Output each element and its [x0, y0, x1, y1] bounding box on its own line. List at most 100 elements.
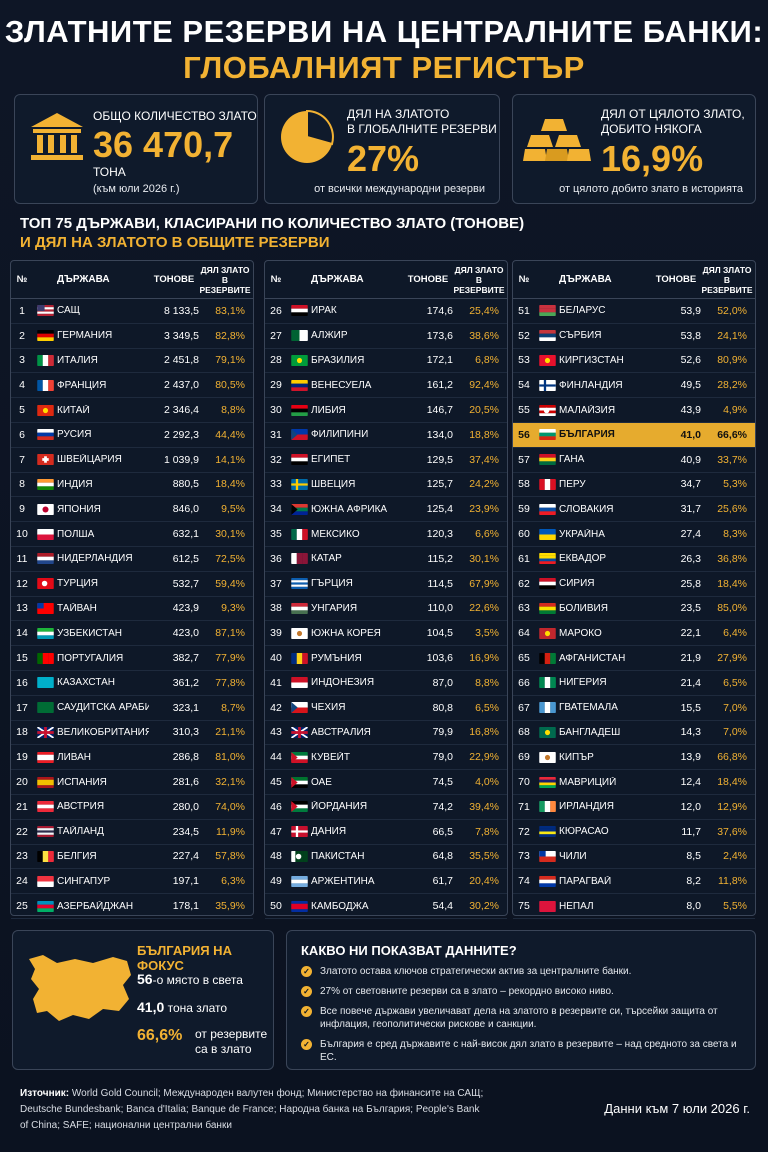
flag-icon	[535, 578, 559, 590]
country-cell: БЪЛГАРИЯ	[559, 429, 615, 441]
country-cell: ЛИВАН	[57, 751, 91, 763]
table-row: 28 БРАЗИЛИЯ 172,1 6,8%	[265, 349, 507, 374]
page-title: ЗЛАТНИТЕ РЕЗЕРВИ НА ЦЕНТРАЛНИТЕ БАНКИ: Г…	[0, 14, 768, 86]
pct-cell: 67,9%	[469, 577, 499, 590]
title-line-1: ЗЛАТНИТЕ РЕЗЕРВИ НА ЦЕНТРАЛНИТЕ БАНКИ:	[4, 14, 764, 49]
flag-icon	[287, 627, 311, 639]
tons-cell: 41,0	[680, 428, 701, 441]
flag-icon	[33, 900, 57, 912]
reserves-label-1: ДЯЛ НА ЗЛАТОТО	[347, 107, 450, 121]
flag-icon	[287, 677, 311, 689]
focus-title: БЪЛГАРИЯ НА ФОКУС	[137, 943, 232, 973]
rank-cell: 13	[16, 602, 28, 615]
flag-icon	[287, 776, 311, 788]
insights-title: КАКВО НИ ПОКАЗВАТ ДАННИТЕ?	[301, 943, 517, 958]
rank-cell: 24	[16, 875, 28, 888]
pct-cell: 14,1%	[215, 453, 245, 466]
flag-icon	[33, 305, 57, 317]
country-cell: ОАЕ	[311, 776, 332, 788]
flag-icon	[535, 702, 559, 714]
flag-icon	[287, 850, 311, 862]
tons-cell: 2 451,8	[163, 354, 199, 367]
tons-cell: 21,9	[680, 652, 701, 665]
tons-cell: 34,7	[680, 478, 701, 491]
check-icon: ✓	[301, 986, 312, 997]
country-cell: САЩ	[57, 305, 81, 317]
flag-icon	[287, 330, 311, 342]
check-icon: ✓	[301, 966, 312, 977]
rank-cell: 10	[16, 528, 28, 541]
tons-cell: 8,5	[686, 850, 701, 863]
table-row: 1 САЩ 8 133,5 83,1%	[11, 299, 253, 324]
pct-cell: 5,5%	[723, 900, 747, 913]
pct-cell: 80,9%	[717, 354, 747, 367]
rank-cell: 25	[16, 900, 28, 913]
pct-cell: 4,0%	[475, 776, 499, 789]
focus-pct-text-2: са в злато	[195, 1042, 252, 1056]
table-row: 10 ПОЛША 632,1 30,1%	[11, 522, 253, 547]
country-cell: РУСИЯ	[57, 429, 92, 441]
pct-cell: 21,1%	[215, 726, 245, 739]
pct-cell: 87,1%	[215, 627, 245, 640]
flag-icon	[33, 677, 57, 689]
rank-cell: 20	[16, 776, 28, 789]
table-row: 12 ТУРЦИЯ 532,7 59,4%	[11, 572, 253, 597]
country-cell: ГЪРЦИЯ	[311, 578, 353, 590]
focus-pct-text-1: от резервите	[195, 1027, 268, 1041]
total-note: (към юли 2026 г.)	[93, 183, 180, 195]
rank-cell: 67	[518, 701, 530, 714]
focus-tons-value: 41,0	[137, 999, 165, 1015]
flag-icon	[535, 379, 559, 391]
pct-cell: 6,4%	[723, 627, 747, 640]
pct-cell: 83,1%	[215, 304, 245, 317]
pct-cell: 8,3%	[723, 528, 747, 541]
pct-cell: 72,5%	[215, 552, 245, 565]
country-cell: ДАНИЯ	[311, 826, 347, 838]
tons-cell: 172,1	[426, 354, 453, 367]
flag-icon	[287, 751, 311, 763]
pct-cell: 18,8%	[469, 428, 499, 441]
table-row: 58 ПЕРУ 34,7 5,3%	[513, 473, 755, 498]
tons-cell: 174,6	[426, 304, 453, 317]
country-cell: ВЕНЕСУЕЛА	[311, 379, 372, 391]
insights-box: КАКВО НИ ПОКАЗВАТ ДАННИТЕ? ✓ Златото оста…	[286, 930, 756, 1070]
pct-cell: 18,4%	[215, 478, 245, 491]
table-row: 37 ГЪРЦИЯ 114,5 67,9%	[265, 572, 507, 597]
country-cell: СИРИЯ	[559, 578, 595, 590]
flag-icon	[33, 354, 57, 366]
table-row: 55 МАЛАЙЗИЯ 43,9 4,9%	[513, 398, 755, 423]
tons-cell: 15,5	[680, 701, 701, 714]
table-row: 27 АЛЖИР 173,6 38,6%	[265, 324, 507, 349]
rank-cell: 70	[518, 776, 530, 789]
table-header: № ДЪРЖАВА ТОНОВЕ ДЯЛ ЗЛАТО В РЕЗЕРВИТЕ	[513, 261, 755, 299]
tons-cell: 2 437,0	[163, 379, 199, 392]
flag-icon	[535, 726, 559, 738]
reserves-note: от всички международни резерви	[314, 183, 485, 195]
table-row: 60 УКРАЙНА 27,4 8,3%	[513, 522, 755, 547]
rank-cell: 1	[19, 304, 25, 317]
pct-cell: 92,4%	[469, 379, 499, 392]
pct-cell: 33,7%	[717, 453, 747, 466]
rank-cell: 3	[19, 354, 25, 367]
table-row: 52 СЪРБИЯ 53,8 24,1%	[513, 324, 755, 349]
tons-cell: 2 292,3	[163, 428, 199, 441]
check-icon: ✓	[301, 1039, 312, 1050]
rank-cell: 50	[270, 900, 282, 913]
tons-cell: 2 346,4	[163, 404, 199, 417]
rank-cell: 34	[270, 503, 282, 516]
table-row: 67 ГВАТЕМАЛА 15,5 7,0%	[513, 696, 755, 721]
tons-cell: 21,4	[680, 676, 701, 689]
col-tons-header: ТОНОВЕ	[655, 274, 697, 285]
tons-cell: 104,5	[426, 627, 453, 640]
col-country-header: ДЪРЖАВА	[559, 274, 612, 285]
country-cell: КУВЕЙТ	[311, 751, 350, 763]
rank-cell: 27	[270, 329, 282, 342]
tons-cell: 74,5	[432, 776, 453, 789]
country-cell: ЧИЛИ	[559, 850, 587, 862]
rank-cell: 11	[16, 552, 28, 565]
table-row: 11 НИДЕРЛАНДИЯ 612,5 72,5%	[11, 547, 253, 572]
col-rank-header: №	[518, 274, 530, 285]
rank-cell: 38	[270, 602, 282, 615]
country-cell: КИТАЙ	[57, 404, 90, 416]
rank-cell: 26	[270, 304, 282, 317]
